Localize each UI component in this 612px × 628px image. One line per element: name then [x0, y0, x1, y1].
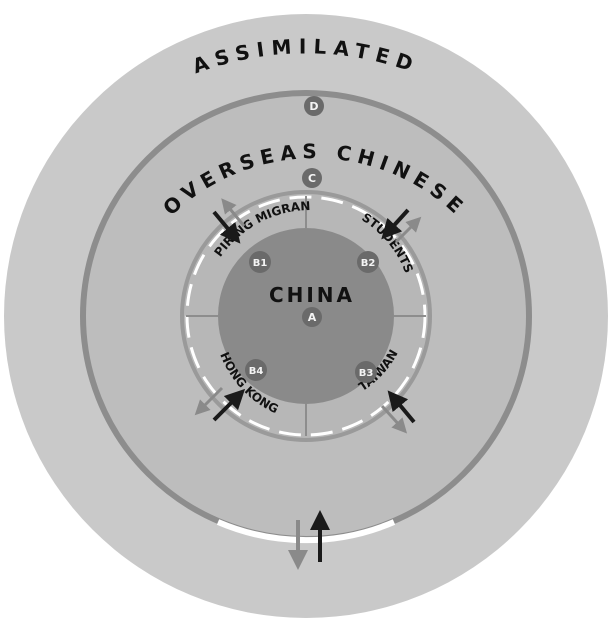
badge-b4: B4	[245, 359, 267, 381]
badge-a: A	[302, 307, 322, 327]
svg-text:B1: B1	[253, 258, 268, 269]
arrows-students	[381, 208, 422, 244]
arrow-out-taiwan	[380, 404, 408, 434]
svg-text:B2: B2	[361, 258, 376, 269]
badge-b3: B3	[355, 361, 377, 383]
outer-gap-dash	[216, 519, 396, 544]
china-title: CHINA	[269, 283, 355, 307]
arrow-in-hong-kong	[212, 388, 246, 422]
arrow-out-aspiring	[221, 198, 246, 227]
svg-text:A: A	[308, 311, 317, 324]
arrow-in-taiwan	[387, 390, 416, 424]
arrow-in-students	[381, 208, 410, 240]
arrow-in-aspiring	[212, 210, 241, 244]
svg-text:D: D	[309, 100, 318, 113]
svg-text:C: C	[308, 172, 316, 185]
badge-b2: B2	[357, 251, 379, 273]
arrows-assimilation	[288, 510, 330, 570]
badge-c: C	[302, 168, 322, 188]
arrow-out-hong-kong	[194, 386, 224, 416]
arrow-out-students	[394, 216, 422, 244]
arrows-aspiring-migrants	[212, 198, 246, 244]
inner-ring-outline	[180, 190, 432, 442]
badge-d: D	[304, 96, 324, 116]
arrows-hong-kong	[194, 386, 246, 422]
svg-text:B3: B3	[359, 368, 374, 379]
arrows-taiwan	[380, 390, 416, 434]
svg-text:B4: B4	[249, 366, 264, 377]
badge-b1: B1	[249, 251, 271, 273]
